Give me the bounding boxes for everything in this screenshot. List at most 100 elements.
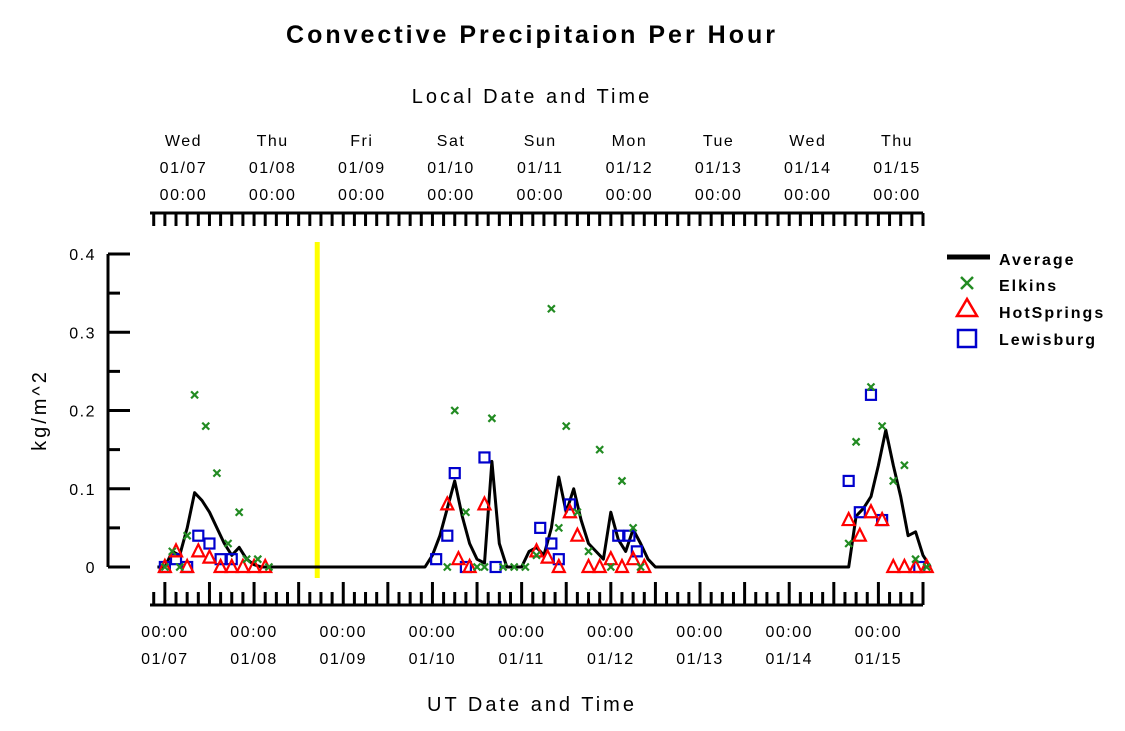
lewisburg-point: [864, 388, 878, 401]
elkins-point: [201, 421, 211, 431]
lewisburg-point: [545, 537, 558, 550]
top-tick-date: 01/12: [606, 160, 654, 177]
elkins-point: [480, 562, 489, 572]
elkins-point: [168, 547, 177, 556]
elkins-point-stroke: [201, 421, 211, 431]
legend-average-label: Average: [999, 252, 1076, 269]
elkins-point: [521, 562, 530, 572]
elkins-point-stroke: [554, 523, 564, 533]
hotsprings-point: [840, 510, 857, 527]
elkins-point: [443, 562, 452, 572]
hotsprings-point: [918, 557, 935, 574]
lewisburg-point: [192, 529, 205, 542]
top-tick-day: Tue: [703, 133, 734, 150]
elkins-point-stroke: [573, 507, 582, 517]
bottom-tick-time: 00:00: [319, 624, 367, 641]
hotsprings-point: [212, 557, 229, 574]
lewisburg-point: [203, 537, 216, 550]
top-axis-label: Local Date and Time: [412, 86, 652, 108]
hotsprings-point: [852, 526, 868, 542]
elkins-point-stroke: [461, 507, 471, 517]
elkins-point: [851, 437, 861, 447]
bottom-tick-date: 01/12: [587, 651, 635, 668]
lewisburg-point: [563, 498, 577, 511]
top-tick-day: Thu: [881, 133, 913, 150]
hotsprings-point: [614, 557, 630, 574]
bottom-tick-date: 01/14: [765, 651, 813, 668]
y-tick-label: 0.4: [69, 247, 96, 264]
elkins-point: [160, 562, 170, 572]
bottom-tick-time: 00:00: [498, 624, 546, 641]
elkins-point-stroke: [547, 304, 556, 314]
elkins-point: [554, 523, 564, 533]
elkins-point-stroke: [888, 476, 898, 486]
hotsprings-point: [223, 557, 240, 574]
elkins-point: [509, 562, 519, 572]
lewisburg-point: [478, 451, 491, 464]
elkins-point: [182, 531, 192, 540]
elkins-point: [911, 554, 920, 564]
hotsprings-point: [190, 541, 207, 558]
elkins-point-stroke: [911, 554, 920, 564]
elkins-point-stroke: [212, 468, 222, 478]
top-tick-time: 00:00: [338, 187, 386, 204]
lewisburg-point: [552, 553, 565, 566]
elkins-point-stroke: [561, 421, 571, 431]
elkins-point: [264, 562, 274, 572]
hotsprings-point: [569, 526, 586, 542]
elkins-point-stroke: [190, 390, 199, 400]
lewisburg-point: [842, 474, 855, 488]
lewisburg-point: [448, 467, 461, 480]
hotsprings-point: [461, 557, 478, 574]
elkins-point-stroke: [877, 421, 887, 431]
bottom-tick-time: 00:00: [765, 624, 813, 641]
series-layer: [157, 304, 935, 574]
lewisburg-point: [853, 506, 866, 519]
y-tick-label: 0.3: [69, 325, 96, 342]
top-tick-time: 00:00: [606, 187, 654, 204]
elkins-point: [900, 460, 909, 470]
bottom-tick-date: 01/08: [230, 651, 278, 668]
bottom-axis-label: UT Date and Time: [427, 694, 637, 716]
hotsprings-point: [476, 494, 493, 511]
lewisburg-point: [441, 529, 454, 542]
hotsprings-point: [625, 549, 641, 566]
bottom-tick-date: 01/10: [409, 651, 457, 668]
elkins-point-stroke: [160, 562, 170, 572]
elkins-point: [242, 554, 251, 564]
elkins-point: [877, 421, 887, 431]
top-tick-day: Sun: [524, 133, 557, 150]
hotsprings-point: [157, 557, 173, 574]
bottom-tick-date: 01/09: [319, 651, 367, 668]
elkins-point: [573, 507, 582, 517]
bottom-tick-time: 00:00: [141, 624, 189, 641]
hotsprings-point: [863, 502, 879, 519]
top-tick-date: 01/11: [517, 160, 563, 177]
hotsprings-point: [439, 494, 456, 511]
chart-title: Convective Precipitaion Per Hour: [286, 21, 778, 49]
hotsprings-point: [580, 557, 597, 574]
hotsprings-point: [562, 502, 578, 519]
average-line: [157, 428, 932, 569]
elkins-point-stroke: [234, 507, 244, 517]
elkins-point: [532, 550, 541, 560]
bottom-tick-date: 01/11: [498, 651, 544, 668]
top-tick-time: 00:00: [160, 187, 208, 204]
elkins-point-stroke: [182, 531, 192, 540]
top-tick-date: 01/08: [249, 160, 297, 177]
elkins-point-stroke: [223, 539, 233, 548]
elkins-point: [175, 562, 185, 572]
hotsprings-point: [246, 557, 262, 574]
elkins-point: [450, 406, 460, 415]
bottom-tick-time: 00:00: [855, 624, 903, 641]
hotsprings-point: [551, 557, 567, 574]
legend-elkins-label: Elkins: [999, 278, 1058, 295]
hotsprings-point: [885, 557, 902, 574]
y-tick-label: 0: [86, 560, 96, 577]
elkins-point-stroke: [521, 562, 530, 572]
hotsprings-point: [235, 557, 251, 574]
legend-hotsprings-marker: [954, 296, 980, 318]
elkins-point-stroke: [175, 562, 185, 572]
top-tick-date: 01/09: [338, 160, 386, 177]
